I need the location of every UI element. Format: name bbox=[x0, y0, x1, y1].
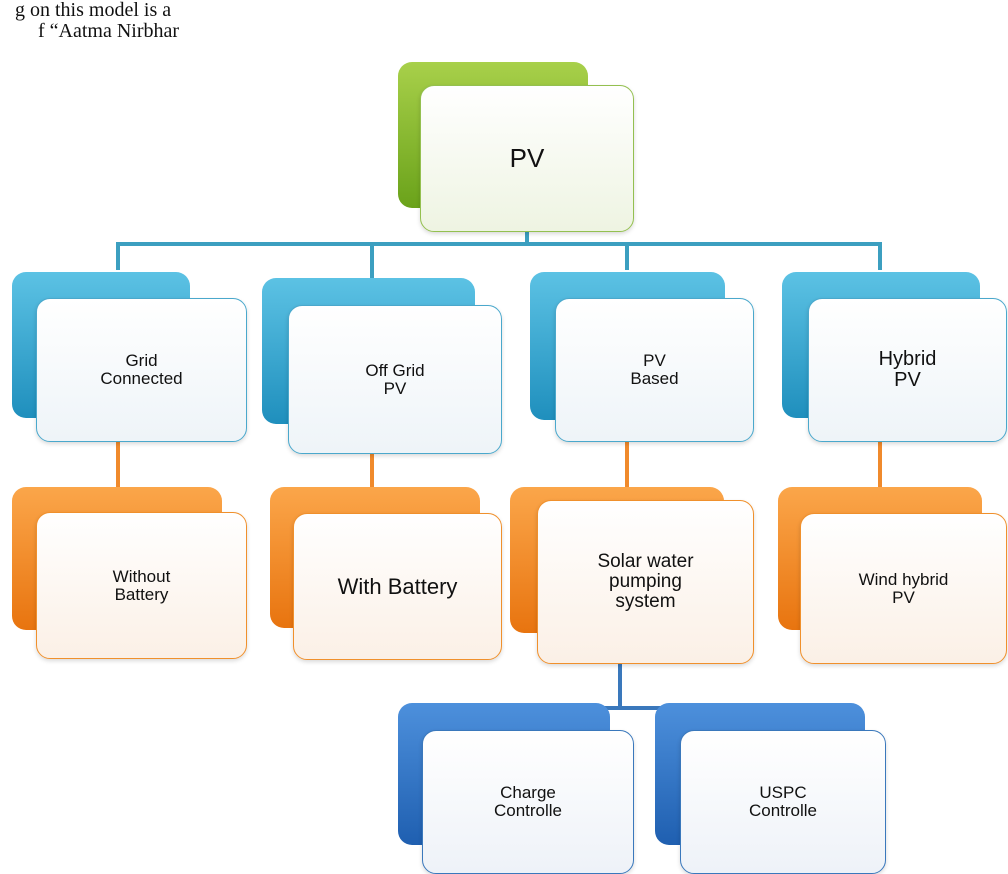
node-label: With Battery bbox=[337, 574, 458, 599]
node-label: Wind hybrid bbox=[858, 569, 949, 589]
node-label: PV bbox=[892, 587, 915, 607]
node: Hybrid PV bbox=[808, 298, 1007, 442]
node: Without Battery bbox=[36, 512, 247, 659]
node-label: PV bbox=[509, 143, 545, 173]
node-label: Based bbox=[630, 369, 679, 388]
node: Off Grid PV bbox=[288, 305, 502, 454]
node: With Battery bbox=[293, 513, 502, 660]
node-label: Hybrid bbox=[878, 348, 937, 370]
text-line: g on this model is a bbox=[15, 0, 172, 21]
node: USPC Controlle bbox=[680, 730, 886, 874]
node-label: Off Grid bbox=[365, 360, 425, 380]
node: Grid Connected bbox=[36, 298, 247, 442]
node-label: Battery bbox=[114, 584, 169, 604]
node-label: Without bbox=[112, 566, 171, 586]
node-label: Connected bbox=[100, 369, 183, 388]
node-label: Controlle bbox=[493, 801, 563, 820]
node-label: PV bbox=[643, 351, 666, 370]
node-label: pumping bbox=[609, 571, 682, 592]
node-label: Controlle bbox=[748, 801, 818, 820]
text-fragment: g on this model is a f “Aatma Nirbhar bbox=[0, 0, 179, 42]
text-line: f “Aatma Nirbhar bbox=[38, 20, 180, 42]
node: PV Based bbox=[555, 298, 754, 442]
node-label: Solar water bbox=[597, 551, 694, 572]
node: PV bbox=[420, 85, 634, 232]
node-label: PV bbox=[383, 378, 407, 398]
node: Wind hybrid PV bbox=[800, 513, 1007, 664]
node-label: Charge bbox=[500, 783, 556, 802]
node: Charge Controlle bbox=[422, 730, 634, 874]
node-label: Grid bbox=[125, 351, 158, 370]
node: Solar water pumping system bbox=[537, 500, 754, 664]
connector bbox=[116, 230, 882, 305]
node-label: PV bbox=[894, 369, 921, 391]
node-label: system bbox=[615, 591, 676, 612]
node-label: USPC bbox=[759, 783, 807, 802]
connector bbox=[116, 440, 882, 487]
